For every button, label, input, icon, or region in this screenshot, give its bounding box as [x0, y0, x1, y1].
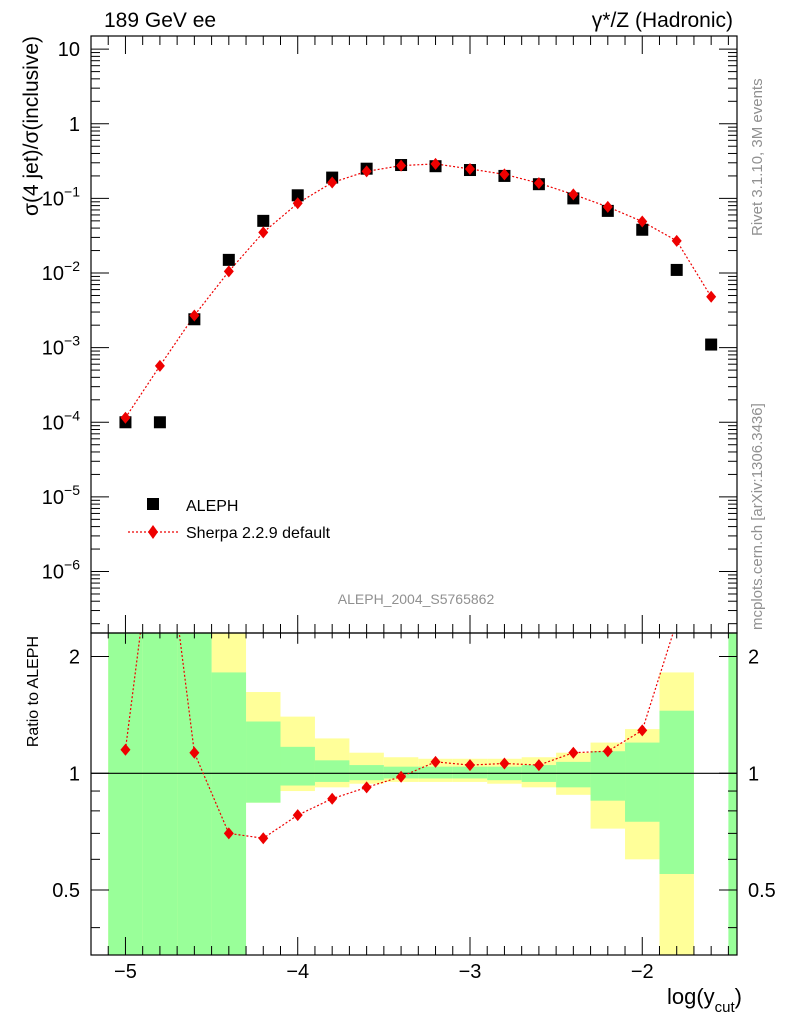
rivet-label: Rivet 3.1.10, 3M events — [749, 78, 766, 236]
green-band-bin — [452, 766, 488, 779]
axes: −5 −4 −3 −2 10 1 10−1 10−2 10−3 10−4 10−5 10−6 2 2 1 1 0… — [42, 35, 776, 983]
y-tick-label: 1 — [69, 114, 80, 136]
mc-point — [499, 168, 510, 181]
top-frame — [90, 35, 738, 634]
ratio-y-tick-label-right: 0.5 — [748, 880, 776, 902]
x-tick-label: −3 — [459, 961, 482, 983]
legend-sherpa-label: Sherpa 2.2.9 default — [186, 525, 331, 542]
y-tick-label: 10−6 — [42, 557, 80, 584]
ratio-point — [637, 724, 648, 737]
y-tick-label: 10−1 — [42, 183, 80, 210]
bottom-frame — [90, 632, 738, 956]
mc-point — [292, 197, 303, 210]
mc-point — [637, 215, 648, 228]
x-axis-label: log(ycut) — [667, 984, 742, 1016]
mc-point — [361, 165, 372, 178]
green-band-bin — [728, 633, 737, 955]
green-band-bin — [211, 672, 247, 955]
data-markers — [119, 157, 718, 429]
aleph-point — [291, 189, 304, 202]
bottom-y-axis-label: Ratio to ALEPH — [25, 636, 42, 747]
legend-sherpa-marker — [148, 525, 158, 539]
mc-point — [396, 159, 407, 172]
aleph-point — [153, 416, 166, 429]
analysis-id: ALEPH_2004_S5765862 — [338, 591, 495, 607]
aleph-point — [705, 338, 718, 351]
y-tick-label: 10−5 — [42, 482, 80, 509]
aleph-point — [257, 214, 270, 227]
ratio-point — [499, 757, 510, 770]
ratio-point — [533, 759, 544, 772]
aleph-point — [636, 223, 649, 236]
x-tick-label: −5 — [114, 961, 137, 983]
green-band-bin — [280, 746, 315, 786]
mc-point — [430, 157, 441, 170]
ratio-y-tick-label: 2 — [69, 647, 80, 669]
green-band-bin — [177, 633, 212, 955]
mc-point — [154, 359, 165, 372]
y-tick-label: 10−4 — [42, 407, 80, 434]
mc-point — [602, 200, 613, 213]
green-band-bin — [625, 742, 660, 822]
ratio-point — [223, 827, 234, 840]
mc-point — [258, 226, 269, 239]
mc-point — [189, 309, 200, 322]
mc-curve — [124, 163, 712, 419]
ratio-y-tick-label-right: 2 — [748, 647, 759, 669]
green-band-bin — [246, 721, 281, 803]
uncertainty-bands — [108, 633, 737, 955]
ratio-point — [568, 746, 579, 759]
y-tick-label: 10−3 — [42, 333, 80, 360]
green-band-bin — [349, 765, 384, 781]
y-tick-label: 10 — [58, 39, 80, 61]
x-tick-label: −4 — [286, 961, 309, 983]
ratio-y-tick-label: 1 — [69, 763, 80, 785]
ratio-point — [292, 809, 303, 822]
green-band-bin — [418, 766, 453, 779]
green-band-bin — [590, 751, 626, 801]
mc-point — [327, 176, 338, 189]
green-band-bin — [108, 633, 143, 955]
green-band-bin — [142, 633, 178, 955]
ratio-point — [396, 770, 407, 783]
header-right: γ*/Z (Hadronic) — [592, 9, 733, 32]
aleph-point — [222, 253, 235, 266]
ratio-point — [258, 832, 269, 845]
top-y-axis-label: σ(4 jet)/σ(inclusive) — [20, 36, 43, 216]
ratio-point — [120, 743, 131, 756]
legend: ALEPH Sherpa 2.2.9 default — [128, 498, 331, 542]
ratio-point — [602, 745, 613, 758]
mc-point — [120, 411, 131, 424]
mc-point — [223, 265, 234, 278]
ratio-point — [189, 746, 200, 759]
ratio-point — [464, 759, 475, 772]
y-tick-label: 10−2 — [42, 258, 80, 285]
ratio-point — [430, 755, 441, 768]
mc-point — [568, 188, 579, 201]
green-band-bin — [314, 760, 350, 782]
legend-aleph-marker — [147, 498, 159, 510]
header-left: 189 GeV ee — [104, 9, 216, 32]
green-band-bin — [659, 710, 694, 874]
legend-aleph-label: ALEPH — [186, 498, 238, 515]
mc-point — [533, 177, 544, 190]
ratio-markers — [120, 724, 648, 845]
x-tick-label: −2 — [631, 961, 654, 983]
ratio-point — [361, 781, 372, 794]
green-band-bin — [556, 761, 591, 788]
aleph-point — [670, 263, 683, 276]
mc-point — [464, 162, 475, 175]
mcplots-label: mcplots.cern.ch [arXiv:1306.3436] — [749, 403, 766, 630]
mc-point — [671, 234, 682, 247]
ratio-point — [327, 792, 338, 805]
mc-series-line — [124, 163, 712, 419]
ratio-y-tick-label: 0.5 — [52, 880, 80, 902]
ratio-y-tick-label-right: 1 — [748, 763, 759, 785]
mc-point — [706, 290, 717, 303]
